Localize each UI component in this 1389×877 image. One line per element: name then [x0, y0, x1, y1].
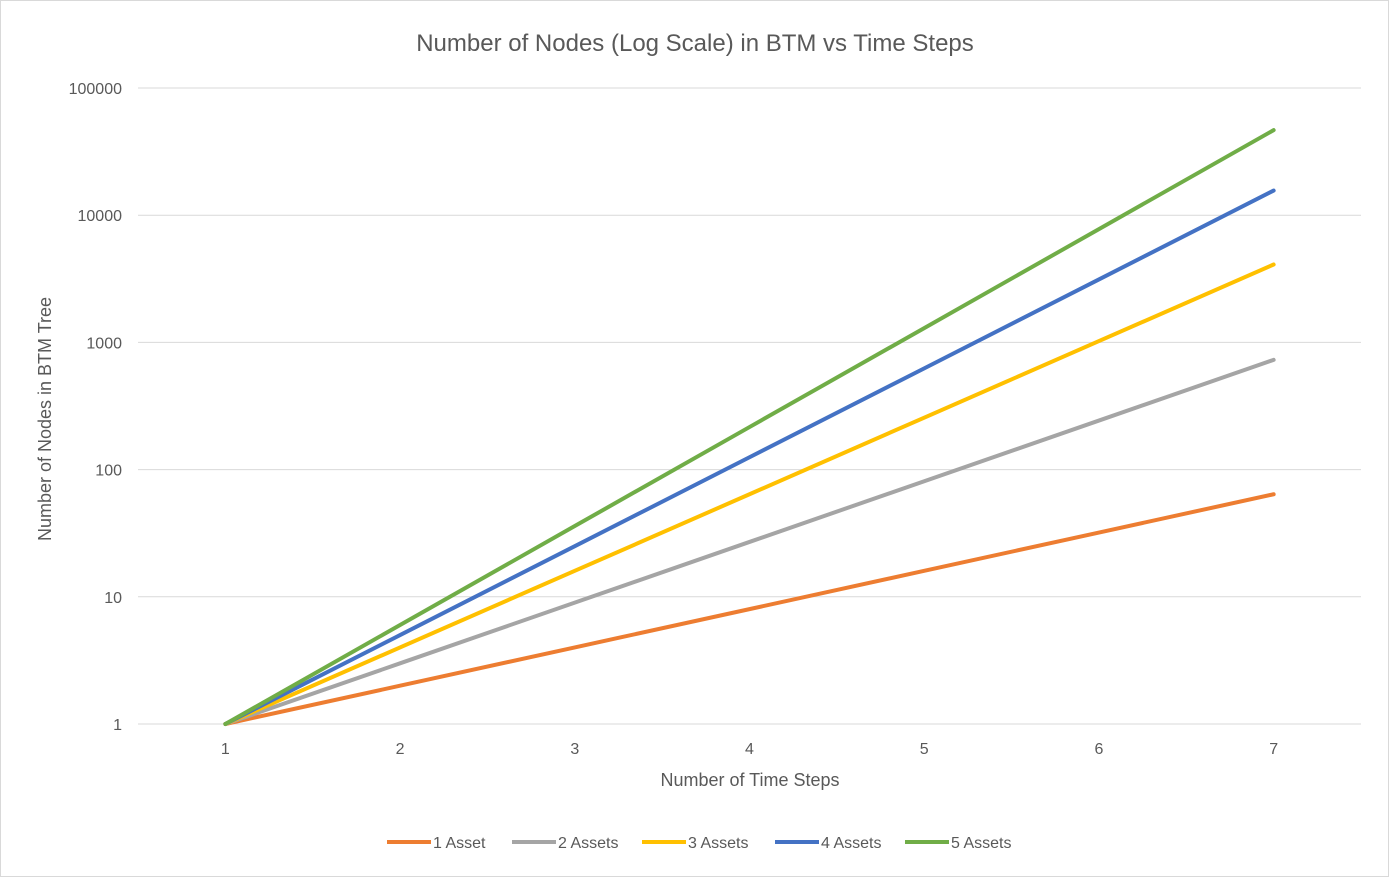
- series-line-1: [223, 492, 1276, 726]
- legend-label: 1 Asset: [433, 835, 486, 852]
- legend: 1 Asset 2 Assets 3 Assets 4 Assets 5 Assets: [387, 835, 1011, 852]
- y-axis-ticks: 1 10 100 1000 10000 100000: [69, 81, 122, 734]
- x-axis-ticks: 1 2 3 4 5 6 7: [221, 741, 1278, 758]
- y-tick-label: 1: [113, 717, 122, 734]
- x-tick-label: 4: [745, 741, 754, 758]
- legend-item: 3 Assets: [642, 835, 748, 852]
- legend-item: 2 Assets: [512, 835, 618, 852]
- y-tick-label: 1000: [86, 335, 122, 352]
- legend-item: 5 Assets: [905, 835, 1011, 852]
- y-tick-label: 100: [95, 463, 122, 480]
- series-line-2: [223, 357, 1276, 726]
- y-tick-label: 10000: [78, 208, 123, 225]
- series-line-4: [223, 188, 1276, 726]
- x-tick-label: 7: [1269, 741, 1278, 758]
- x-tick-label: 2: [396, 741, 405, 758]
- x-tick-label: 6: [1094, 741, 1103, 758]
- legend-label: 4 Assets: [821, 835, 881, 852]
- series-layer: [223, 128, 1276, 726]
- legend-label: 2 Assets: [558, 835, 618, 852]
- y-axis-title: Number of Nodes in BTM Tree: [35, 297, 55, 541]
- legend-label: 3 Assets: [688, 835, 748, 852]
- y-tick-label: 100000: [69, 81, 122, 98]
- grid-layer: [138, 87, 1361, 725]
- x-axis-title: Number of Time Steps: [660, 770, 839, 790]
- legend-item: 1 Asset: [387, 835, 486, 852]
- x-tick-label: 5: [920, 741, 929, 758]
- legend-item: 4 Assets: [775, 835, 881, 852]
- x-tick-label: 1: [221, 741, 230, 758]
- x-tick-label: 3: [570, 741, 579, 758]
- series-line-5: [223, 128, 1276, 726]
- series-line-3: [223, 262, 1276, 726]
- legend-label: 5 Assets: [951, 835, 1011, 852]
- y-tick-label: 10: [104, 590, 122, 607]
- chart-title: Number of Nodes (Log Scale) in BTM vs Ti…: [416, 30, 974, 57]
